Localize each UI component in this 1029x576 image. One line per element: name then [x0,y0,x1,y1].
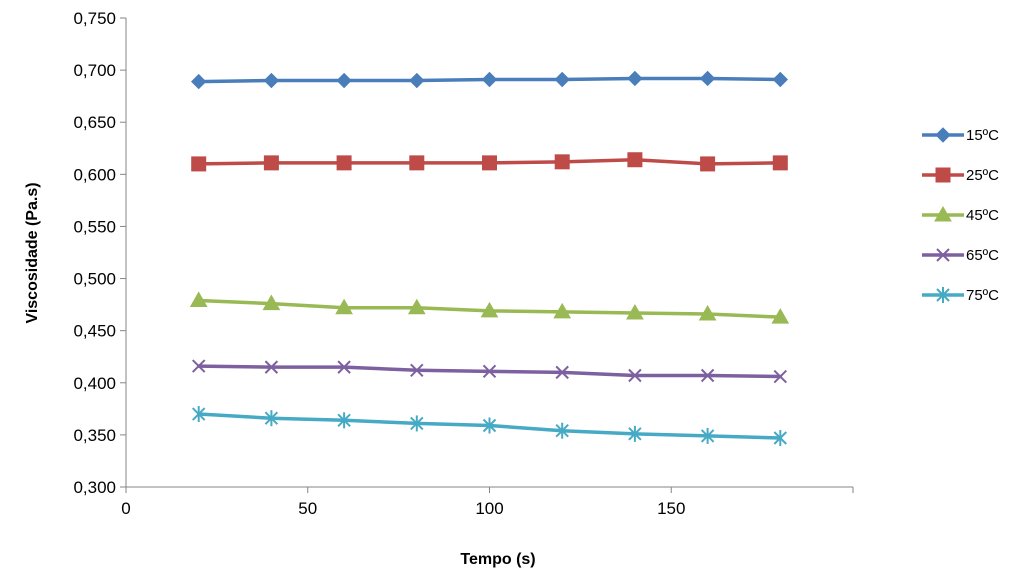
series-1-point [409,72,425,89]
y-tick-label: 0,500 [73,270,116,289]
legend-label: 65ºC [966,247,999,264]
series-4-point [264,360,279,374]
series-1-point [263,72,280,89]
legend-label: 45ºC [966,207,999,224]
legend-marker [935,167,951,183]
series-1-point [336,72,352,89]
series-1-point [190,73,207,90]
series-3-point [480,301,499,318]
series-4-point [773,369,788,384]
legend: 15ºC 25ºC 45ºC 65ºC 75ºC [922,127,999,304]
y-tick-label: 0,750 [73,9,116,28]
y-tick-label: 0,400 [73,374,116,393]
legend-label: 75ºC [966,287,999,304]
marker-stroke [337,360,351,374]
series-5-point [700,427,715,444]
legend-marker [936,287,950,303]
series-1-point [772,71,789,88]
series-2-point [627,152,643,168]
x-axis-title: Tempo (s) [460,551,535,568]
series-2-point [772,155,788,171]
x-tick-label: 0 [121,499,130,518]
marker-stroke [555,365,569,380]
legend-marker [934,205,952,222]
marker-stroke [936,248,950,262]
y-tick-label: 0,650 [73,113,116,132]
series-4-point [555,365,569,380]
marker-stroke [628,368,642,383]
series-3-point [698,304,717,321]
marker-stroke [700,368,715,383]
marker-stroke [264,360,279,374]
series-4-point [482,364,497,379]
legend-label: 25ºC [966,167,999,184]
series-3-point [407,298,426,315]
series-5-point [337,412,351,429]
series-5-point [191,406,206,423]
x-tick-label: 50 [298,499,317,518]
y-tick-label: 0,600 [73,165,116,184]
y-tick-label: 0,700 [73,61,116,80]
legend-entry: 65ºC [922,247,999,264]
series-3-point [553,302,572,319]
x-tick-label: 150 [657,499,685,518]
series-3-point [335,298,353,315]
series-5-point [410,415,424,432]
legend-marker [936,248,950,262]
series-1 [190,70,789,90]
series-1-point [627,70,643,87]
series-1-point [554,71,570,88]
marker-stroke [773,369,788,384]
series-4-point [191,359,206,373]
marker-stroke [191,359,206,373]
series-5-point [264,410,279,427]
legend-entry: 45ºC [922,205,999,224]
y-tick-label: 0,300 [73,478,116,497]
marker-stroke [482,364,497,379]
series-5-point [555,422,569,439]
series-3-point [626,303,644,320]
series-2-point [336,155,352,171]
legend-entry: 75ºC [922,287,999,304]
series-1-point [481,71,498,88]
legend-entry: 25ºC [922,167,999,184]
series-2-point [700,156,716,172]
series-1-point [699,70,716,87]
series-5-point [628,425,642,442]
series-4-point [337,360,351,374]
series-2-point [409,155,425,171]
y-tick-label: 0,550 [73,217,116,236]
series-5-point [773,430,788,447]
legend-label: 15ºC [966,127,999,144]
x-tick-label: 100 [475,499,503,518]
series-2 [191,152,788,172]
series-3-point [189,291,208,307]
series-2-point [554,154,570,170]
y-axis-title: Viscosidade (Pa.s) [24,182,41,323]
series-4-point [410,363,424,377]
legend-marker [935,127,951,143]
series-4 [191,359,788,384]
series-2-point [263,155,279,171]
series-3 [189,291,790,324]
y-tick-label: 0,350 [73,426,116,445]
marker-stroke [410,363,424,377]
series-2-point [482,155,497,171]
legend-entry: 15ºC [922,127,999,144]
plot-area: 0,300 0,350 0,400 0,450 0,500 0,550 0,600 0,650… [73,9,854,518]
y-tick-label: 0,450 [73,322,116,341]
series-3-point [771,308,790,324]
series-5 [191,406,788,447]
series-4-point [700,368,715,383]
series-2-point [191,156,207,172]
series-3-point [262,294,281,311]
series-5-point [482,417,497,434]
series-4-point [628,368,642,383]
